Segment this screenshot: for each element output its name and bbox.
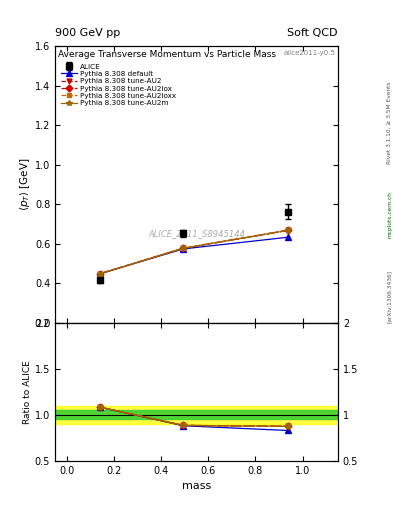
Pythia 8.308 tune-AU2 [97,271,102,277]
Pythia 8.308 tune-AU2m [181,245,185,251]
Text: Rivet 3.1.10, ≥ 3.5M Events: Rivet 3.1.10, ≥ 3.5M Events [387,81,392,164]
Bar [55,406,338,424]
Pythia 8.308 tune-AU2m [286,227,290,233]
Pythia 8.308 tune-AU2loxx [286,227,290,233]
Pythia 8.308 tune-AU2lox [97,271,102,277]
Text: [arXiv:1306.3436]: [arXiv:1306.3436] [387,270,392,324]
Pythia 8.308 tune-AU2loxx [181,245,185,251]
Bar [55,410,338,419]
Pythia 8.308 tune-AU2 [286,227,290,233]
Y-axis label: $\langle p_T \rangle$ [GeV]: $\langle p_T \rangle$ [GeV] [18,158,32,211]
Line: Pythia 8.308 tune-AU2loxx: Pythia 8.308 tune-AU2loxx [97,228,290,276]
Pythia 8.308 default [181,246,185,252]
X-axis label: mass: mass [182,481,211,491]
Line: Pythia 8.308 tune-AU2lox: Pythia 8.308 tune-AU2lox [97,228,290,276]
Pythia 8.308 tune-AU2m [97,271,102,277]
Y-axis label: Ratio to ALICE: Ratio to ALICE [23,360,32,423]
Pythia 8.308 default [97,271,102,277]
Line: Pythia 8.308 tune-AU2: Pythia 8.308 tune-AU2 [97,228,290,276]
Text: Average Transverse Momentum vs Particle Mass: Average Transverse Momentum vs Particle … [58,50,276,59]
Line: Pythia 8.308 default: Pythia 8.308 default [97,234,291,276]
Pythia 8.308 tune-AU2 [181,245,185,251]
Pythia 8.308 tune-AU2lox [181,245,185,251]
Legend: ALICE, Pythia 8.308 default, Pythia 8.308 tune-AU2, Pythia 8.308 tune-AU2lox, Py: ALICE, Pythia 8.308 default, Pythia 8.30… [61,63,176,106]
Pythia 8.308 tune-AU2lox [286,227,290,233]
Text: ALICE_2011_S8945144: ALICE_2011_S8945144 [148,229,245,239]
Text: mcplots.cern.ch: mcplots.cern.ch [387,191,392,239]
Text: alice2011-y0.5: alice2011-y0.5 [283,50,335,56]
Line: Pythia 8.308 tune-AU2m: Pythia 8.308 tune-AU2m [97,227,291,276]
Text: Soft QCD: Soft QCD [288,28,338,38]
Text: 900 GeV pp: 900 GeV pp [55,28,120,38]
Pythia 8.308 tune-AU2loxx [97,271,102,277]
Pythia 8.308 default [286,234,290,240]
